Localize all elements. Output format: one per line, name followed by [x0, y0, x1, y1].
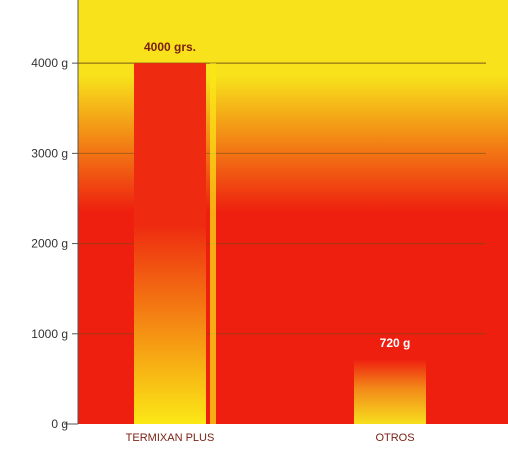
y-tick-label-4000: 4000 g: [31, 56, 68, 70]
data-label-1: 720 g: [380, 336, 411, 350]
bar-termixan-plus: [134, 63, 206, 425]
bars: [134, 63, 426, 425]
x-tick-label-0: TERMIXAN PLUS: [126, 432, 215, 444]
y-tick-label-1000: 1000 g: [31, 327, 68, 341]
bar-otros: [354, 359, 426, 424]
axes: 0 g 1000 g 2000 g 3000 g 4000 g: [31, 0, 79, 431]
bar-highlight: [210, 63, 216, 425]
data-label-0: 4000 grs.: [144, 40, 196, 54]
y-tick-label-3000: 3000 g: [31, 146, 68, 160]
y-tick-label-0: 0 g: [51, 417, 68, 431]
labels: 4000 grs. 720 g TERMIXAN PLUS OTROS: [126, 40, 415, 444]
y-tick-label-2000: 2000 g: [31, 237, 68, 251]
x-tick-label-1: OTROS: [375, 432, 414, 444]
